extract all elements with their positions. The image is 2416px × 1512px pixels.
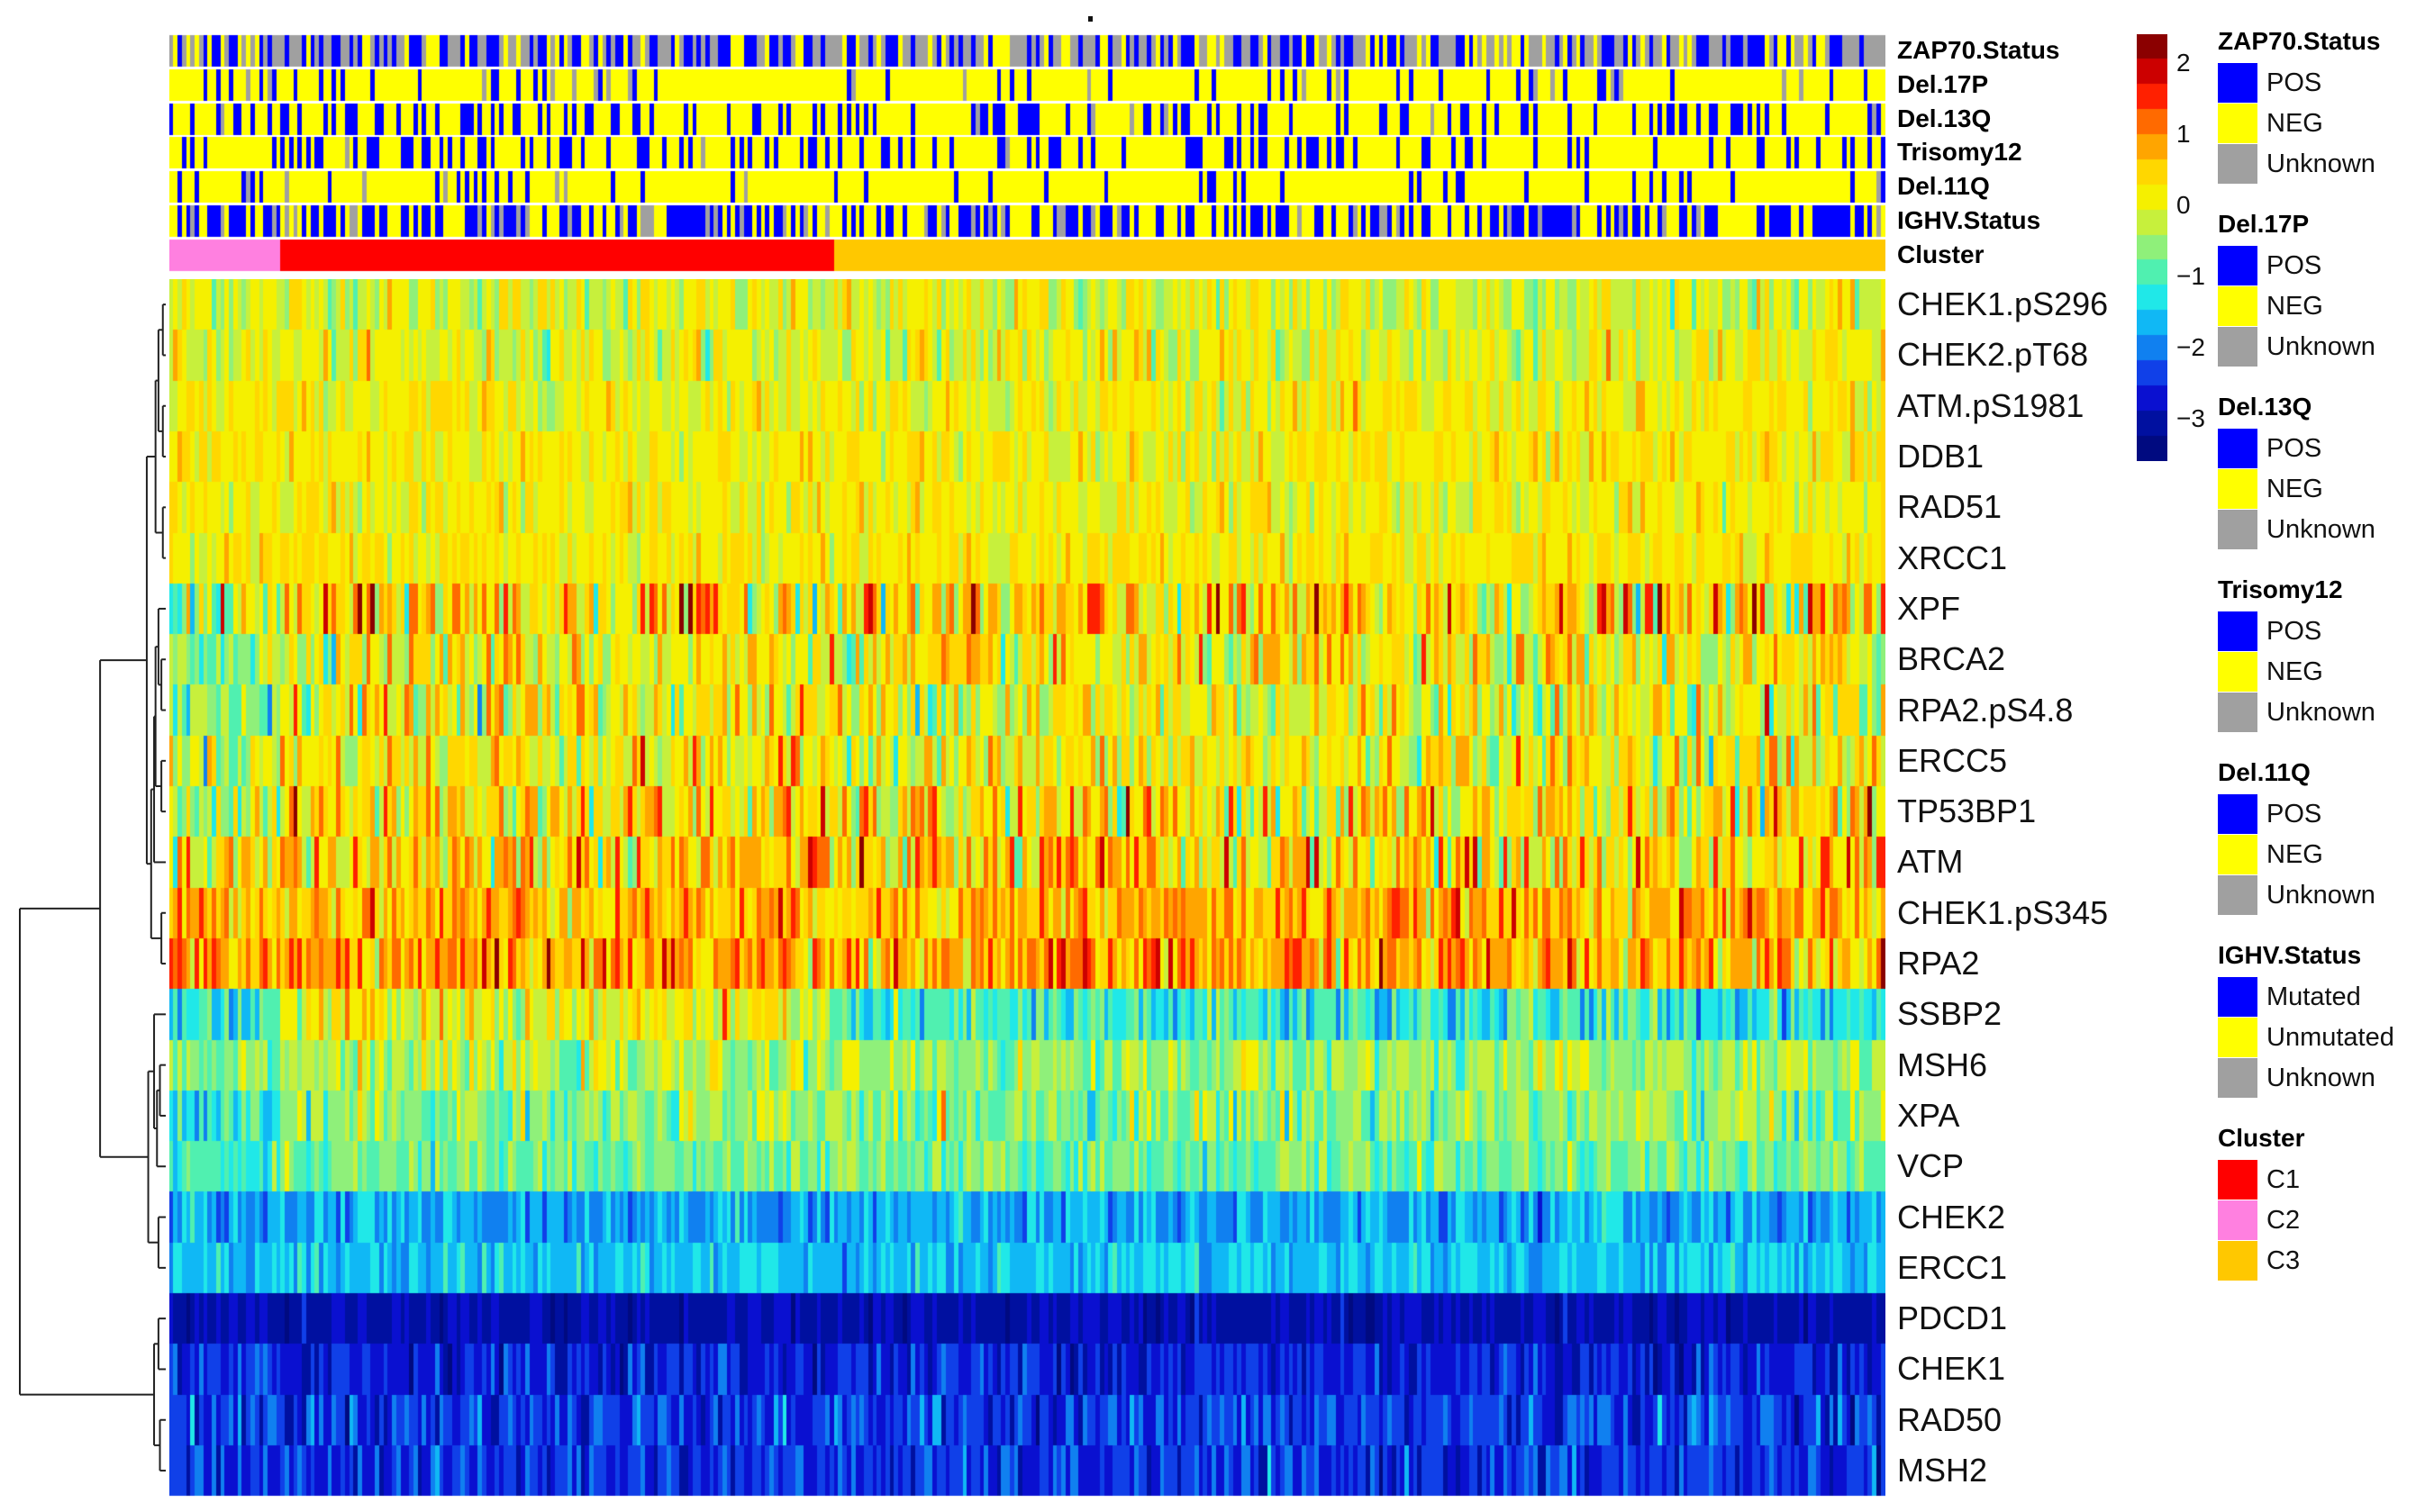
legend-title: Del.17P bbox=[2218, 210, 2310, 238]
row-label: CHEK1.pS296 bbox=[1897, 285, 2109, 323]
legend-label: Unknown bbox=[2266, 515, 2375, 544]
legend-label: Unknown bbox=[2266, 149, 2375, 178]
row-dendrogram bbox=[19, 303, 166, 1472]
legend-title: Del.13Q bbox=[2218, 393, 2312, 421]
row-label: ERCC5 bbox=[1897, 741, 2008, 779]
legend-label: NEG bbox=[2266, 292, 2323, 321]
legend-label: Unknown bbox=[2266, 332, 2375, 361]
legend-swatch bbox=[2218, 611, 2257, 651]
row-label: PDCD1 bbox=[1897, 1299, 2008, 1337]
legend-swatch bbox=[2218, 104, 2257, 143]
colorbar-tick-label: −1 bbox=[2176, 261, 2205, 290]
legend-title: Del.11Q bbox=[2218, 758, 2311, 786]
annotation-tracks bbox=[169, 34, 1885, 272]
colorbar-tick-label: 1 bbox=[2176, 119, 2191, 148]
row-label: XPF bbox=[1897, 589, 1961, 627]
row-label: RPA2.pS4.8 bbox=[1897, 691, 2074, 729]
row-label: RAD51 bbox=[1897, 488, 2003, 526]
row-label: ERCC1 bbox=[1897, 1248, 2008, 1286]
row-label: CHEK2.pT68 bbox=[1897, 336, 2089, 374]
row-label: XRCC1 bbox=[1897, 539, 2008, 576]
legend-swatch bbox=[2218, 1160, 2257, 1200]
row-label: SSBP2 bbox=[1897, 995, 2003, 1033]
row-label: RPA2 bbox=[1897, 945, 1980, 982]
legend-label: POS bbox=[2266, 617, 2322, 646]
annotation-label: IGHV.Status bbox=[1897, 206, 2041, 234]
row-label: BRCA2 bbox=[1897, 640, 2006, 678]
row-label: CHEK1 bbox=[1897, 1350, 2006, 1388]
legend-label: NEG bbox=[2266, 657, 2323, 686]
annotation-label: Trisomy12 bbox=[1897, 138, 2022, 167]
annotation-label: Del.13Q bbox=[1897, 104, 1992, 132]
row-label: MSH6 bbox=[1897, 1046, 1988, 1083]
legend-swatch bbox=[2218, 429, 2257, 468]
annotation-label: ZAP70.Status bbox=[1897, 36, 2060, 64]
legend-label: Unknown bbox=[2266, 1064, 2375, 1092]
legend-label: Mutated bbox=[2266, 982, 2361, 1011]
legend-label: Unmutated bbox=[2266, 1023, 2394, 1052]
legend-title: Trisomy12 bbox=[2218, 575, 2343, 603]
legend-title: Cluster bbox=[2218, 1124, 2305, 1152]
legend-label: C3 bbox=[2266, 1246, 2301, 1275]
row-label: RAD50 bbox=[1897, 1400, 2003, 1438]
legend-swatch bbox=[2218, 1200, 2257, 1240]
row-label: ATM.pS1981 bbox=[1897, 386, 2084, 424]
legend-label: Unknown bbox=[2266, 881, 2375, 910]
legend-swatch bbox=[2218, 1018, 2257, 1057]
annotation-label: Del.17P bbox=[1897, 69, 1989, 98]
legend-label: POS bbox=[2266, 800, 2322, 828]
legend-swatch bbox=[2218, 1241, 2257, 1281]
legend-swatch bbox=[2218, 693, 2257, 732]
legend-swatch bbox=[2218, 286, 2257, 326]
row-label: CHEK2 bbox=[1897, 1198, 2006, 1236]
legend-swatch bbox=[2218, 510, 2257, 549]
colorbar bbox=[2137, 34, 2167, 461]
row-label: DDB1 bbox=[1897, 438, 1985, 475]
colorbar-tick-label: −2 bbox=[2176, 332, 2205, 361]
row-label: ATM bbox=[1897, 843, 1964, 881]
legend-label: C1 bbox=[2266, 1165, 2301, 1194]
annotation-label: Cluster bbox=[1897, 240, 1985, 268]
legend-label: NEG bbox=[2266, 475, 2323, 503]
legend-swatch bbox=[2218, 144, 2257, 184]
legend-label: NEG bbox=[2266, 109, 2323, 138]
row-label: XPA bbox=[1897, 1096, 1960, 1134]
legend-title: ZAP70.Status bbox=[2218, 27, 2381, 55]
legend-label: POS bbox=[2266, 68, 2322, 97]
legend-label: POS bbox=[2266, 251, 2322, 280]
legend-swatch bbox=[2218, 977, 2257, 1017]
legend-swatch bbox=[2218, 794, 2257, 834]
row-label: CHEK1.pS345 bbox=[1897, 893, 2109, 931]
legend-swatch bbox=[2218, 875, 2257, 915]
title-dot bbox=[1088, 16, 1093, 22]
legend-swatch bbox=[2218, 63, 2257, 103]
colorbar-tick-label: 2 bbox=[2176, 48, 2191, 77]
legend-swatch bbox=[2218, 652, 2257, 692]
legend-label: C2 bbox=[2266, 1206, 2301, 1235]
row-label: TP53BP1 bbox=[1897, 792, 2037, 830]
annotation-label: Del.11Q bbox=[1897, 172, 1990, 201]
legend-label: Unknown bbox=[2266, 698, 2375, 727]
legend-swatch bbox=[2218, 327, 2257, 367]
legend-swatch bbox=[2218, 469, 2257, 509]
colorbar-tick-label: −3 bbox=[2176, 403, 2205, 432]
row-label: MSH2 bbox=[1897, 1452, 1988, 1489]
legend-swatch bbox=[2218, 1058, 2257, 1098]
legend-swatch bbox=[2218, 246, 2257, 285]
legend-label: NEG bbox=[2266, 840, 2323, 869]
colorbar-tick-label: 0 bbox=[2176, 190, 2191, 219]
legend-swatch bbox=[2218, 835, 2257, 874]
legend-title: IGHV.Status bbox=[2218, 941, 2362, 969]
row-label: VCP bbox=[1897, 1147, 1965, 1185]
legend-label: POS bbox=[2266, 434, 2322, 463]
heatmap-body bbox=[169, 279, 1885, 1497]
